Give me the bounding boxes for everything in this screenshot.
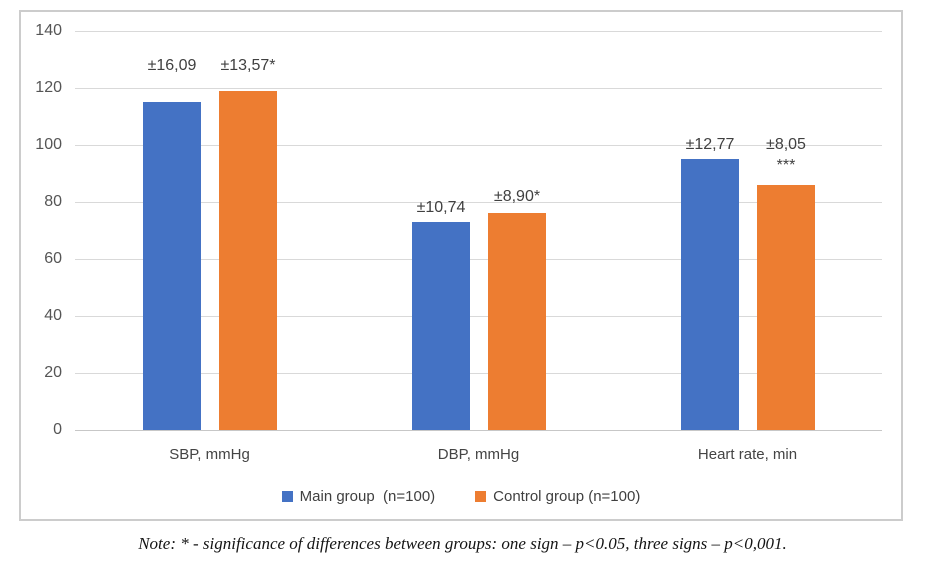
y-tick-label: 100 xyxy=(35,136,62,153)
bar-data-label: ±10,74 xyxy=(416,199,466,216)
gridline xyxy=(75,373,882,374)
y-tick-label: 80 xyxy=(44,193,62,210)
y-tick-label: 140 xyxy=(35,22,62,39)
bar-main-group xyxy=(681,159,739,430)
y-tick-label: 0 xyxy=(53,421,62,438)
legend-swatch-icon xyxy=(475,491,487,502)
legend-item-main-group: Main group (n=100) xyxy=(281,488,436,505)
y-tick-label: 20 xyxy=(44,364,62,381)
category-label: Heart rate, min xyxy=(697,446,798,463)
legend-label: Control group (n=100) xyxy=(493,488,641,505)
bar-data-label: ±8,05 *** xyxy=(766,136,806,174)
chart-frame: 0 20 40 60 80 100 120 140 ±16,09 ±13,57* SBP, mmHg… xyxy=(19,10,903,521)
gridline xyxy=(75,145,882,146)
bar-data-label: ±12,77 xyxy=(685,136,735,153)
legend-item-control-group: Control group (n=100) xyxy=(475,488,640,505)
gridline xyxy=(75,88,882,89)
bar-main-group xyxy=(143,102,201,430)
bar-main-group xyxy=(412,222,470,430)
x-axis-line xyxy=(75,430,882,431)
gridline xyxy=(75,259,882,260)
bar-control-group xyxy=(488,213,546,430)
y-tick-label: 40 xyxy=(44,307,62,324)
legend: Main group (n=100) Control group (n=100) xyxy=(21,488,901,505)
bar-data-label: ±13,57* xyxy=(220,57,276,74)
legend-swatch-icon xyxy=(281,491,293,502)
note-text: Note: * - significance of differences be… xyxy=(138,534,787,553)
gridline xyxy=(75,202,882,203)
bar-data-label: ±8,90* xyxy=(493,188,541,205)
bar-data-label: ±16,09 xyxy=(147,57,197,74)
gridline xyxy=(75,31,882,32)
legend-label: Main group (n=100) xyxy=(299,488,436,505)
y-tick-label: 60 xyxy=(44,250,62,267)
bar-control-group xyxy=(219,91,277,430)
category-label: SBP, mmHg xyxy=(169,446,250,463)
bar-control-group xyxy=(757,185,815,430)
gridline xyxy=(75,316,882,317)
category-label: DBP, mmHg xyxy=(437,446,520,463)
y-tick-label: 120 xyxy=(35,79,62,96)
